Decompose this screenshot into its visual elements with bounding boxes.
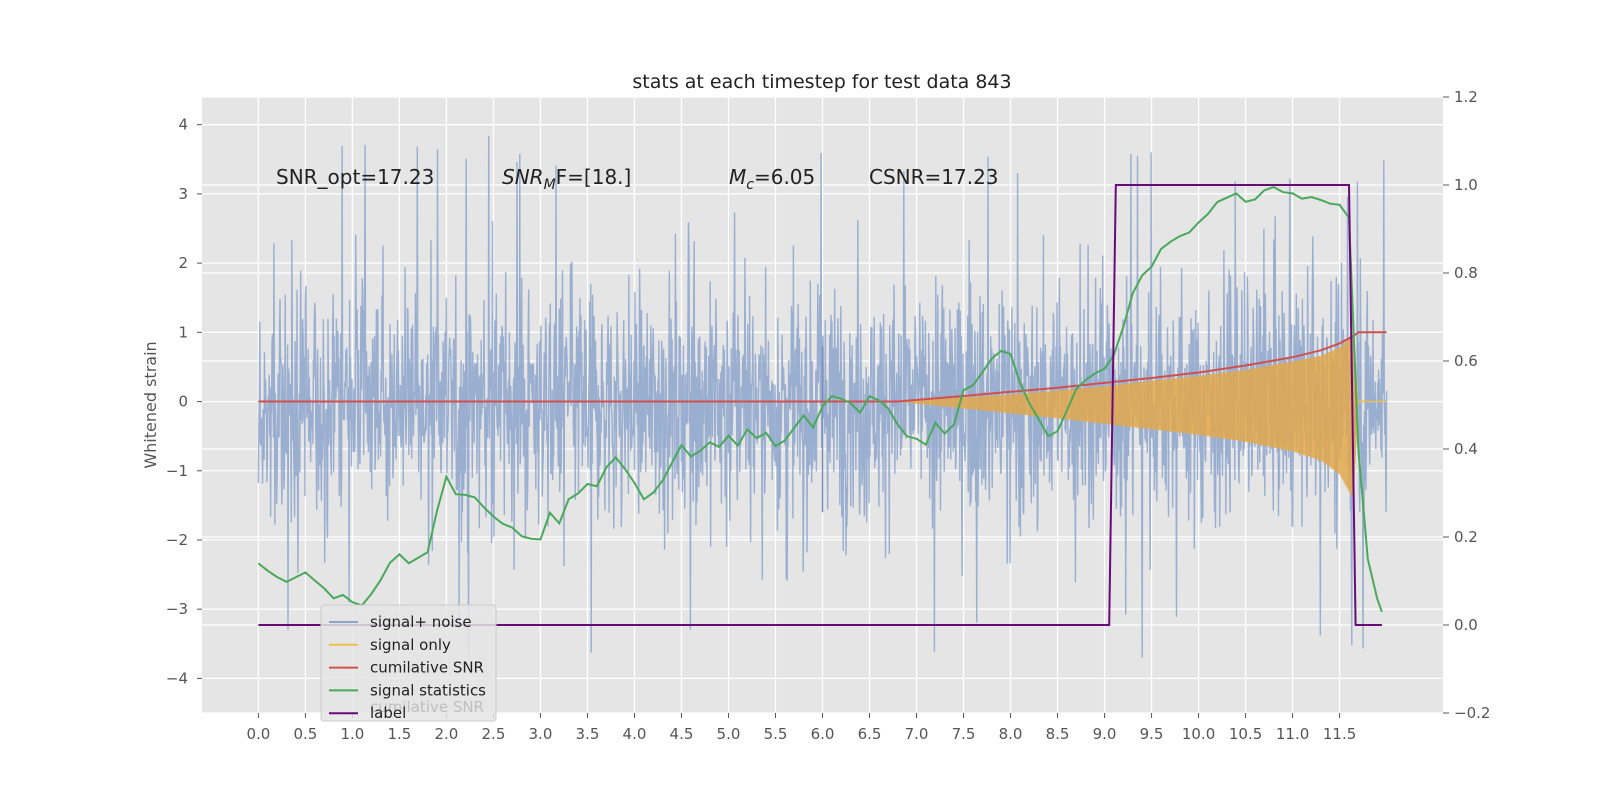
annotation-snr-mf-main: SNR (502, 165, 544, 189)
x-tick-label: 9.5 (1140, 725, 1164, 743)
y-tick-label: −1 (166, 462, 188, 480)
annotation-mc-sub: c (746, 177, 754, 193)
y2-tick-label: 1.0 (1454, 176, 1478, 194)
y-tick-label: 1 (178, 323, 188, 341)
x-tick-label: 4.5 (670, 725, 694, 743)
y2-tick-label: 1.2 (1454, 88, 1478, 106)
chart-title: stats at each timestep for test data 843 (632, 71, 1011, 93)
x-tick-label: 8.5 (1046, 725, 1070, 743)
legend-box (320, 604, 497, 722)
y-axis-left: 4 3 2 1 0 −1 −2 −3 −4 (166, 116, 202, 687)
x-tick-label: 6.0 (811, 725, 835, 743)
x-tick-label: 5.5 (764, 725, 788, 743)
y-tick-label: −4 (166, 669, 188, 687)
y2-tick-label: 0.2 (1454, 528, 1478, 546)
x-tick-label: 10.5 (1229, 725, 1262, 743)
legend: cumilative SNR signal+ noise signal only c… (320, 604, 497, 722)
x-tick-label: 8.0 (999, 725, 1023, 743)
signal-only-area (897, 335, 1359, 499)
x-tick-label: 2.5 (482, 725, 506, 743)
legend-label: signal+ noise (370, 613, 472, 631)
y-tick-label: 0 (178, 393, 188, 411)
annotation-snr-mf-rest: F=[18.] (556, 165, 632, 189)
x-tick-label: 1.5 (388, 725, 412, 743)
legend-label: label (370, 704, 406, 722)
annotation-csnr: CSNR=17.23 (869, 165, 999, 189)
annotation-mc: Mc=6.05 (729, 165, 815, 193)
x-tick-label: 5.0 (717, 725, 741, 743)
x-tick-label: 0.5 (293, 725, 317, 743)
x-tick-label: 9.0 (1093, 725, 1117, 743)
x-tick-label: 2.0 (435, 725, 459, 743)
y2-tick-label: 0.6 (1454, 352, 1478, 370)
y-tick-label: 2 (178, 254, 188, 272)
x-tick-label: 7.0 (905, 725, 929, 743)
y-tick-label: 3 (178, 185, 188, 203)
legend-label: cumilative SNR (370, 659, 484, 677)
y2-tick-label: 0.8 (1454, 264, 1478, 282)
x-axis: 0.0 0.5 1.0 1.5 2.0 2.5 3.0 3.5 4.0 4.5 5.0 5.5 6.0 6… (246, 713, 1356, 743)
y-tick-label: −2 (166, 531, 188, 549)
signal-statistics-line (257, 186, 1383, 613)
annotation-snr-mf-sub: M (544, 177, 556, 193)
cumulative-snr-line (258, 331, 1387, 403)
legend-ghost-text: cumilative SNR (370, 698, 484, 716)
x-tick-label: 3.5 (576, 725, 600, 743)
y-tick-label: 4 (178, 116, 188, 134)
x-tick-label: 10.0 (1182, 725, 1215, 743)
x-tick-label: 4.0 (623, 725, 647, 743)
plot-area (257, 135, 1388, 658)
annotation-snr-mf: SNRMF=[18.] (502, 165, 631, 193)
x-tick-label: 6.5 (858, 725, 882, 743)
y-axis-right: 1.2 1.0 0.8 0.6 0.4 0.2 0.0 −0.2 (1443, 88, 1490, 722)
x-tick-label: 11.5 (1323, 725, 1356, 743)
x-tick-label: 7.5 (952, 725, 976, 743)
y2-tick-label: −0.2 (1454, 704, 1490, 722)
y-tick-label: −3 (166, 600, 188, 618)
label-line (258, 184, 1382, 626)
annotation-mc-rest: =6.05 (754, 165, 815, 189)
x-tick-label: 11.0 (1276, 725, 1309, 743)
y-axis-label: Whitened strain (141, 341, 160, 468)
y2-tick-label: 0.4 (1454, 440, 1478, 458)
plot-clip-group (257, 135, 1388, 658)
legend-label: signal statistics (370, 681, 486, 699)
annotation-snr-opt: SNR_opt=17.23 (276, 165, 434, 189)
legend-label: signal only (370, 636, 451, 654)
annotation-mc-main: M (729, 165, 746, 189)
y2-tick-label: 0.0 (1454, 616, 1478, 634)
x-tick-label: 0.0 (246, 725, 270, 743)
x-tick-label: 3.0 (529, 725, 553, 743)
x-tick-label: 1.0 (340, 725, 364, 743)
